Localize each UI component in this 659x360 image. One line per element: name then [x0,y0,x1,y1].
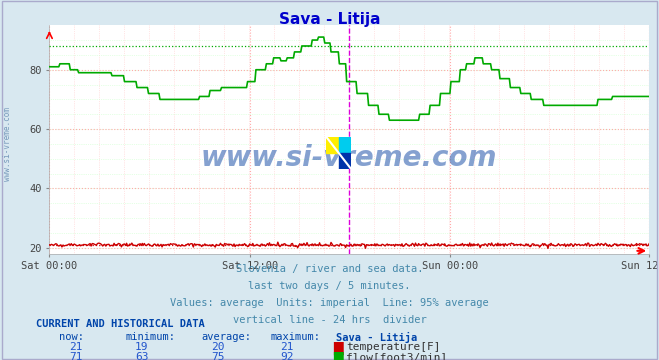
Text: Slovenia / river and sea data.: Slovenia / river and sea data. [236,264,423,274]
Bar [326,137,339,153]
Text: CURRENT AND HISTORICAL DATA: CURRENT AND HISTORICAL DATA [36,319,205,329]
Text: 21: 21 [69,342,82,352]
Text: minimum:: minimum: [125,332,175,342]
Text: 19: 19 [135,342,148,352]
Text: www.si-vreme.com: www.si-vreme.com [3,107,13,181]
Bar [339,137,351,153]
Bar [339,153,351,169]
Text: 92: 92 [280,352,293,360]
Text: Sava - Litija: Sava - Litija [336,332,417,343]
Text: Sava - Litija: Sava - Litija [279,12,380,27]
Text: 20: 20 [211,342,224,352]
Text: last two days / 5 minutes.: last two days / 5 minutes. [248,281,411,291]
Text: flow[foot3/min]: flow[foot3/min] [346,352,447,360]
Text: average:: average: [201,332,251,342]
Text: █: █ [333,342,343,355]
Text: Values: average  Units: imperial  Line: 95% average: Values: average Units: imperial Line: 95… [170,298,489,308]
Text: █: █ [333,352,343,360]
Text: temperature[F]: temperature[F] [346,342,440,352]
Text: 21: 21 [280,342,293,352]
Text: vertical line - 24 hrs  divider: vertical line - 24 hrs divider [233,315,426,325]
Text: 71: 71 [69,352,82,360]
Text: 63: 63 [135,352,148,360]
Text: now:: now: [59,332,84,342]
Text: www.si-vreme.com: www.si-vreme.com [201,144,498,172]
Text: maximum:: maximum: [270,332,320,342]
Text: 75: 75 [211,352,224,360]
